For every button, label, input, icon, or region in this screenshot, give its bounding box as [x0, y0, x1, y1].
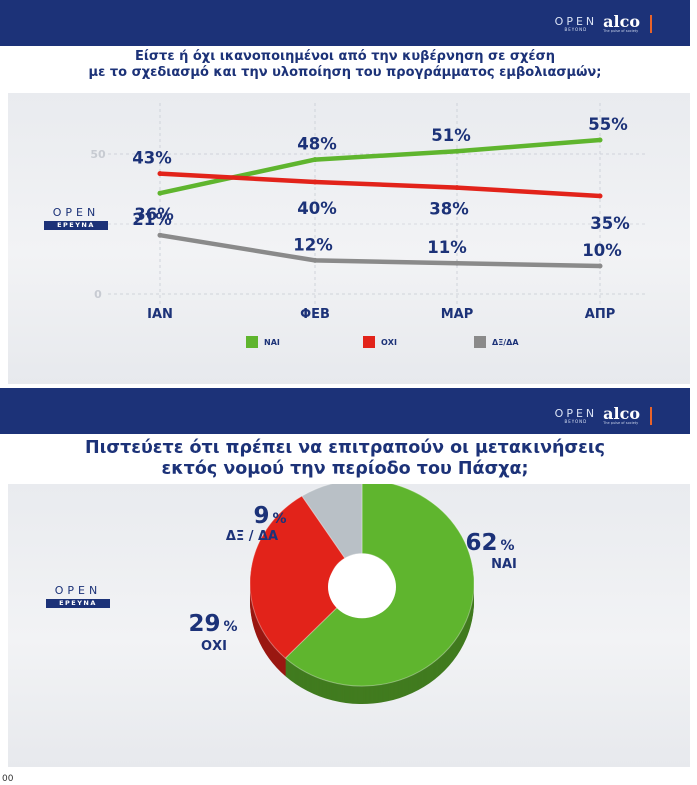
- donut-slices: [249, 484, 475, 705]
- brand-accent-bar: [650, 406, 652, 425]
- data-label: 55%: [588, 115, 628, 134]
- data-point: [157, 232, 163, 238]
- data-label: 10%: [582, 241, 622, 260]
- legend-item-yes: ΝΑΙ: [246, 336, 280, 348]
- chart-title: Είστε ή όχι ικανοποιημένοι από την κυβέρ…: [88, 49, 602, 80]
- y-tick-label: 50: [90, 148, 106, 161]
- open-erevna-logo: OPEN ΕΡΕΥΝΑ: [46, 585, 110, 608]
- line-chart: 0 50 ΙΑΝ ΦΕΒ ΜΑΡ ΑΠΡ 36% 48% 51% 55% 43% 40% 38% 35% 2…: [90, 103, 648, 322]
- line-chart-area: OPEN ΕΡΕΥΝΑ 0 50 ΙΑΝ ΦΕΒ ΜΑΡ ΑΠΡ 36% 48% 51% 55% 4…: [8, 93, 690, 384]
- open-beyond-logo: OPEN BEYOND: [554, 406, 598, 424]
- data-point: [312, 257, 318, 263]
- slice-name-label: ΔΞ / ΔΑ: [226, 529, 278, 544]
- slice-value: 62: [465, 530, 497, 556]
- data-point: [454, 185, 460, 191]
- donut-chart-area: OPEN ΕΡΕΥΝΑ 62% ΝΑΙ 29% ΟΧΙ 9% ΔΞ / ΔΑ: [8, 484, 690, 767]
- chart-title: Πιστεύετε ότι πρέπει να επιτραπούν οι με…: [84, 438, 606, 479]
- data-point: [312, 157, 318, 163]
- x-tick-label: ΜΑΡ: [441, 307, 474, 322]
- data-point: [454, 148, 460, 154]
- data-label: 40%: [297, 199, 337, 218]
- x-tick-label: ΑΠΡ: [585, 307, 615, 322]
- legend-swatch: [246, 336, 258, 348]
- data-point: [157, 171, 163, 177]
- data-point: [312, 179, 318, 185]
- footer-text: 00: [2, 774, 14, 784]
- legend-item-no: ΟΧΙ: [363, 336, 397, 348]
- easter-travel-panel: OPEN BEYOND alco The pulse of society Πι…: [0, 388, 690, 773]
- header-bar: OPEN BEYOND alco The pulse of society: [0, 0, 690, 46]
- percent-sign: %: [500, 538, 514, 554]
- vaccination-satisfaction-panel: OPEN BEYOND alco The pulse of society Εί…: [0, 0, 690, 388]
- legend-swatch: [474, 336, 486, 348]
- slice-value: 29: [188, 611, 220, 637]
- data-label: 38%: [429, 200, 469, 219]
- open-beyond-logo: OPEN BEYOND: [554, 14, 598, 32]
- open-erevna-logo: OPEN ΕΡΕΥΝΑ: [44, 207, 108, 230]
- slice-name-label: ΟΧΙ: [201, 639, 227, 654]
- donut-hole-top: [330, 553, 394, 613]
- slice-value-label: 62%: [465, 530, 514, 556]
- y-tick-label: 0: [94, 288, 102, 301]
- header-bar: OPEN BEYOND alco The pulse of society: [0, 388, 690, 434]
- brand-logos: OPEN BEYOND alco The pulse of society: [555, 406, 652, 426]
- alco-logo: alco The pulse of society: [603, 12, 640, 33]
- legend-item-dont-know: ΔΞ/ΔΑ: [474, 336, 519, 348]
- legend-swatch: [363, 336, 375, 348]
- series-line-1: [157, 171, 603, 199]
- data-label: 36%: [134, 205, 174, 224]
- brand-logos: OPEN BEYOND alco The pulse of society: [555, 14, 652, 34]
- x-tick-label: ΙΑΝ: [147, 307, 173, 322]
- series-line-2: [157, 232, 603, 269]
- data-label: 51%: [431, 126, 471, 145]
- x-tick-label: ΦΕΒ: [300, 307, 330, 322]
- data-label: 12%: [293, 235, 333, 254]
- slice-value-label: 9%: [253, 503, 286, 529]
- data-point: [597, 193, 603, 199]
- alco-logo: alco The pulse of society: [603, 404, 640, 425]
- slice-value: 9: [253, 503, 269, 529]
- data-label: 48%: [297, 135, 337, 154]
- data-point: [597, 263, 603, 269]
- percent-sign: %: [223, 619, 237, 635]
- data-point: [157, 190, 163, 196]
- slice-name-label: ΝΑΙ: [491, 557, 517, 572]
- data-label: 43%: [132, 149, 172, 168]
- data-point: [454, 260, 460, 266]
- brand-accent-bar: [650, 14, 652, 33]
- data-point: [597, 137, 603, 143]
- slice-value-label: 29%: [188, 611, 237, 637]
- data-label: 35%: [590, 214, 630, 233]
- data-label: 21%: [132, 210, 172, 229]
- data-label: 11%: [427, 238, 467, 257]
- percent-sign: %: [272, 511, 286, 527]
